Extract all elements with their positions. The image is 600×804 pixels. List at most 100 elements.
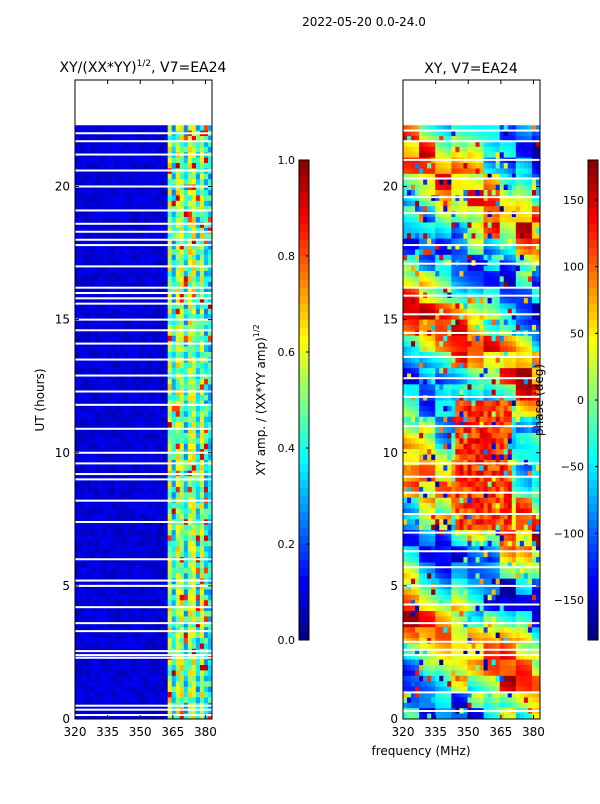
- heatmap-cell: [492, 147, 496, 153]
- heatmap-cell: [528, 163, 532, 169]
- flag-gap-line: [75, 606, 212, 608]
- heatmap-cell: [455, 141, 459, 147]
- heatmap-cell: [75, 201, 79, 207]
- heatmap-cell: [168, 541, 172, 547]
- heatmap-cell: [152, 347, 156, 353]
- heatmap-cell: [184, 384, 188, 390]
- heatmap-cell: [512, 266, 516, 272]
- heatmap-cell: [431, 168, 435, 174]
- heatmap-cell: [467, 179, 471, 185]
- heatmap-cell: [131, 487, 135, 493]
- heatmap-cell: [91, 503, 95, 509]
- heatmap-cell: [435, 266, 439, 272]
- heatmap-cell: [528, 255, 532, 261]
- heatmap-cell: [119, 179, 123, 185]
- heatmap-cell: [83, 147, 87, 153]
- flag-gap-line: [75, 657, 212, 659]
- heatmap-cell: [200, 508, 204, 514]
- heatmap-cell: [168, 465, 172, 471]
- heatmap-cell: [496, 152, 500, 158]
- heatmap-cell: [184, 233, 188, 239]
- heatmap-cell: [419, 239, 423, 245]
- heatmap-cell: [180, 217, 184, 223]
- heatmap-cell: [123, 147, 127, 153]
- heatmap-cell: [500, 152, 504, 158]
- heatmap-cell: [148, 503, 152, 509]
- heatmap-cell: [152, 212, 156, 218]
- heatmap-cell: [91, 611, 95, 617]
- heatmap-cell: [160, 417, 164, 423]
- heatmap-cell: [107, 179, 111, 185]
- heatmap-cell: [95, 174, 99, 180]
- heatmap-cell: [180, 530, 184, 536]
- heatmap-cell: [484, 152, 488, 158]
- heatmap-cell: [99, 643, 103, 649]
- heatmap-cell: [520, 233, 524, 239]
- heatmap-cell: [524, 206, 528, 212]
- colorbar-segment: [299, 512, 309, 521]
- heatmap-cell: [119, 492, 123, 498]
- heatmap-cell: [115, 633, 119, 639]
- heatmap-cell: [439, 179, 443, 185]
- heatmap-cell: [91, 190, 95, 196]
- heatmap-cell: [115, 347, 119, 353]
- heatmap-cell: [168, 579, 172, 585]
- heatmap-cell: [139, 530, 143, 536]
- heatmap-cell: [459, 185, 463, 191]
- heatmap-cell: [188, 141, 192, 147]
- heatmap-cell: [184, 589, 188, 595]
- heatmap-cell: [119, 611, 123, 617]
- heatmap-cell: [83, 271, 87, 277]
- heatmap-cell: [172, 158, 176, 164]
- heatmap-cell: [447, 239, 451, 245]
- heatmap-cell: [75, 417, 79, 423]
- heatmap-cell: [188, 514, 192, 520]
- heatmap-cell: [476, 141, 480, 147]
- heatmap-cell: [139, 692, 143, 698]
- colorbar-segment: [299, 360, 309, 369]
- heatmap-cell: [504, 185, 508, 191]
- heatmap-cell: [79, 384, 83, 390]
- heatmap-cell: [119, 336, 123, 342]
- heatmap-cell: [148, 660, 152, 666]
- heatmap-cell: [144, 465, 148, 471]
- heatmap-cell: [87, 444, 91, 450]
- heatmap-cell: [496, 147, 500, 153]
- heatmap-cell: [144, 487, 148, 493]
- heatmap-cell: [87, 552, 91, 558]
- heatmap-cell: [200, 444, 204, 450]
- heatmap-cell: [111, 433, 115, 439]
- heatmap-cell: [484, 206, 488, 212]
- heatmap-cell: [168, 395, 172, 401]
- heatmap-cell: [184, 417, 188, 423]
- heatmap-cell: [196, 638, 200, 644]
- heatmap-cell: [528, 206, 532, 212]
- heatmap-cell: [119, 363, 123, 369]
- heatmap-cell: [443, 185, 447, 191]
- heatmap-cell: [144, 589, 148, 595]
- heatmap-cell: [176, 195, 180, 201]
- heatmap-cell: [148, 190, 152, 196]
- heatmap-cell: [463, 266, 467, 272]
- heatmap-cell: [192, 455, 196, 461]
- heatmap-cell: [435, 190, 439, 196]
- heatmap-cell: [508, 190, 512, 196]
- heatmap-cell: [87, 482, 91, 488]
- heatmap-cell: [99, 352, 103, 358]
- heatmap-cell: [172, 255, 176, 261]
- heatmap-cell: [504, 228, 508, 234]
- heatmap-cell: [160, 433, 164, 439]
- heatmap-cell: [119, 163, 123, 169]
- heatmap-cell: [188, 660, 192, 666]
- heatmap-cell: [91, 670, 95, 676]
- heatmap-cell: [423, 276, 427, 282]
- heatmap-cell: [459, 201, 463, 207]
- heatmap-cell: [79, 697, 83, 703]
- heatmap-cell: [123, 212, 127, 218]
- heatmap-cell: [119, 352, 123, 358]
- heatmap-cell: [75, 276, 79, 282]
- heatmap-cell: [131, 552, 135, 558]
- heatmap-cell: [148, 406, 152, 412]
- heatmap-cell: [144, 438, 148, 444]
- heatmap-cell: [204, 411, 208, 417]
